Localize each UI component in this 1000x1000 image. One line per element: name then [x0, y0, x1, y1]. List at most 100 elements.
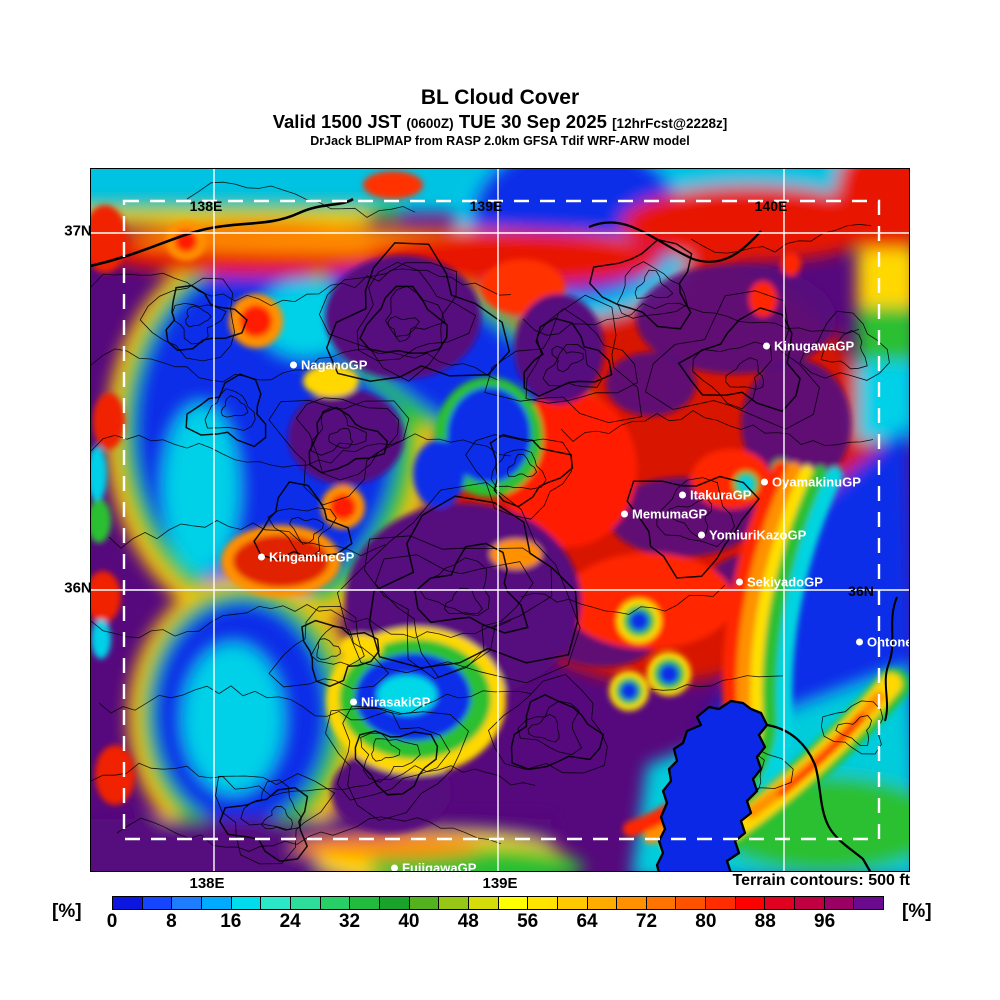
model-line: DrJack BLIPMAP from RASP 2.0km GFSA Tdif… — [310, 133, 690, 148]
station-name: FujigawaGP — [402, 860, 477, 872]
forecast-tag: [12hrFcst@2228z] — [612, 115, 728, 131]
colorbar-tick: 72 — [635, 911, 658, 932]
station-label: Ohtone — [856, 634, 910, 650]
colorbar-segment — [349, 897, 379, 909]
grid-label: 139E — [469, 198, 503, 214]
station-name: NaganoGP — [301, 357, 368, 373]
colorbar-tick: 0 — [106, 911, 118, 932]
header: BL Cloud Cover Valid 1500 JST (0600Z) TU… — [0, 86, 1000, 148]
colorbar-ticks: 0 8 16 24 32 40 48 56 64 72 80 88 96 — [107, 911, 884, 933]
station-label: NirasakiGP — [350, 695, 430, 710]
colorbar-segment — [705, 897, 735, 909]
station-name: SekiyadoGP — [747, 574, 823, 590]
station-label: YomiuriKazoGP — [698, 528, 806, 543]
station-dot-icon — [761, 478, 768, 486]
station-name: ItakuraGP — [690, 487, 752, 503]
colorbar-segment — [230, 897, 261, 909]
cloud-cover-field — [91, 169, 909, 871]
coastline — [91, 197, 898, 871]
valid-time-line: Valid 1500 JST (0600Z) TUE 30 Sep 2025 [… — [0, 111, 1000, 133]
colorbar — [112, 896, 884, 910]
grid-lines — [91, 169, 909, 871]
valid-date: TUE 30 Sep 2025 — [458, 110, 607, 132]
colorbar-segment — [734, 897, 765, 909]
station-label: NaganoGP — [290, 358, 367, 373]
colorbar-segment — [289, 897, 320, 909]
colorbar-segment — [586, 897, 617, 909]
colorbar-tick: 24 — [279, 911, 301, 932]
valid-prefix: Valid 1500 JST — [272, 110, 402, 132]
station-dot-icon — [258, 553, 265, 561]
colorbar-tick: 88 — [754, 911, 776, 932]
colorbar-segment — [467, 897, 498, 909]
colorbar-segment — [823, 897, 854, 909]
terrain-contour-layer — [91, 181, 890, 865]
colorbar-segment — [645, 897, 676, 909]
colorbar-segment — [764, 897, 795, 909]
colorbar-segment — [200, 897, 231, 909]
colorbar-tick: 40 — [398, 911, 420, 932]
station-label: ItakuraGP — [679, 488, 751, 503]
colorbar-segment — [616, 897, 646, 909]
domain-boundary — [122, 199, 881, 841]
lon-label: 138E — [189, 875, 225, 892]
colorbar-segment — [556, 897, 587, 909]
station-label: KingamineGP — [258, 550, 354, 565]
station-label: MemumaGP — [621, 507, 707, 522]
colorbar-segment — [675, 897, 706, 909]
station-name: YomiuriKazoGP — [709, 527, 807, 543]
station-label: OyamakinuGP — [761, 475, 861, 490]
colorbar-tick: 64 — [576, 911, 598, 932]
colorbar-segment — [853, 897, 884, 909]
station-dot-icon — [856, 638, 863, 646]
lon-label: 139E — [482, 875, 518, 892]
colorbar-segment — [408, 897, 439, 909]
colorbar-segment — [497, 897, 528, 909]
colorbar-segment — [378, 897, 409, 909]
station-dot-icon — [679, 491, 686, 499]
grid-label: 36N — [848, 583, 874, 599]
station-dot-icon — [391, 864, 398, 871]
colorbar-tick: 48 — [457, 911, 479, 932]
valid-zulu: (0600Z) — [406, 115, 454, 131]
station-dot-icon — [621, 510, 628, 518]
colorbar-unit-right: [%] — [902, 901, 932, 922]
station-dot-icon — [350, 698, 357, 706]
colorbar-segment — [171, 897, 201, 909]
station-name: KingamineGP — [269, 549, 355, 565]
grid-label: 140E — [754, 198, 788, 214]
colorbar-segment — [438, 897, 468, 909]
lat-label: 37N — [64, 222, 92, 240]
station-name: NirasakiGP — [361, 694, 431, 710]
colorbar-tick: 56 — [517, 911, 539, 932]
forecast-map: 138E 139E 140E 36N NaganoGP KinugawaGP Oyamak… — [90, 168, 910, 872]
page-title: BL Cloud Cover — [420, 86, 580, 109]
terrain-note: Terrain contours: 500 ft — [732, 872, 910, 889]
station-dot-icon — [736, 578, 743, 586]
colorbar-segment — [794, 897, 824, 909]
station-label: FujigawaGP — [391, 860, 477, 872]
colorbar-segment — [141, 897, 172, 909]
station-name: Ohtone — [867, 634, 910, 650]
station-label: SekiyadoGP — [736, 575, 823, 590]
colorbar-tick: 96 — [814, 911, 836, 932]
colorbar-tick: 80 — [695, 911, 717, 932]
lat-label: 36N — [64, 579, 92, 597]
colorbar-segment — [260, 897, 290, 909]
station-name: KinugawaGP — [774, 338, 855, 354]
station-name: OyamakinuGP — [772, 474, 861, 490]
station-dot-icon — [290, 361, 297, 369]
station-label: KinugawaGP — [763, 339, 854, 354]
colorbar-tick: 32 — [338, 911, 361, 932]
colorbar-unit-left: [%] — [52, 901, 82, 922]
station-dot-icon — [698, 531, 705, 539]
colorbar-segment — [319, 897, 350, 909]
station-name: MemumaGP — [632, 506, 708, 522]
grid-label: 138E — [189, 198, 223, 214]
colorbar-tick: 16 — [220, 911, 242, 932]
station-dot-icon — [763, 342, 770, 350]
colorbar-tick: 8 — [166, 911, 177, 932]
colorbar-segment — [113, 897, 142, 909]
colorbar-segment — [527, 897, 557, 909]
